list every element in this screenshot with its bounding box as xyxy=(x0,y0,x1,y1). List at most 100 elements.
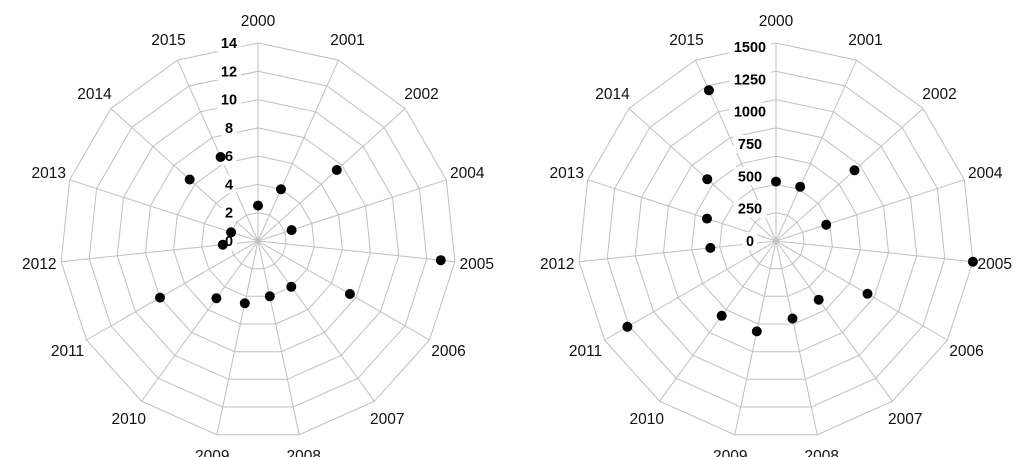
data-point xyxy=(344,289,355,299)
category-label: 2014 xyxy=(77,86,112,103)
grid-ring xyxy=(691,155,861,325)
grid-ring xyxy=(201,183,315,297)
tick-label-bg xyxy=(217,62,241,81)
spoke xyxy=(734,240,777,435)
grid-ring xyxy=(719,183,833,297)
spoke xyxy=(775,240,948,341)
tick-label: 2 xyxy=(225,206,233,222)
tick-label: 14 xyxy=(221,36,237,52)
category-label: 2011 xyxy=(51,343,84,360)
category-label: 2008 xyxy=(286,448,320,457)
tick-label-bg xyxy=(729,70,771,89)
radar-chart-left: 2000200120022004200520062007200820092010… xyxy=(22,13,494,457)
category-labels: 2000200120022004200520062007200820092010… xyxy=(540,13,1012,457)
data-point xyxy=(771,176,781,187)
category-label: 2006 xyxy=(949,343,983,360)
tick-label-bg xyxy=(221,203,237,222)
tick-label-bg xyxy=(221,118,237,137)
data-point xyxy=(716,310,727,321)
data-point xyxy=(239,298,250,309)
grid-ring xyxy=(606,70,946,408)
data-point xyxy=(849,165,860,176)
tick-label-bg xyxy=(729,38,771,56)
data-point xyxy=(967,256,978,267)
tick-label: 1500 xyxy=(734,40,766,56)
data-point xyxy=(215,152,226,162)
category-label: 2004 xyxy=(968,165,1003,182)
spoke xyxy=(775,108,924,242)
spoke xyxy=(775,240,973,263)
category-label: 2012 xyxy=(22,256,56,273)
spoke xyxy=(141,240,259,402)
spoke xyxy=(628,108,777,242)
category-label: 2015 xyxy=(669,32,703,49)
tick-label: 6 xyxy=(225,149,233,165)
data-point xyxy=(705,242,716,253)
category-labels: 2000200120022004200520062007200820092010… xyxy=(22,13,494,457)
spoke xyxy=(216,240,259,435)
spoke xyxy=(257,240,300,435)
grid-ring xyxy=(116,99,400,380)
tick-label: 0 xyxy=(225,234,233,250)
data-point xyxy=(813,294,824,305)
spoke xyxy=(257,179,447,242)
tick-label-bg xyxy=(221,147,237,166)
category-label: 2002 xyxy=(404,86,438,103)
tick-labels: 0 2 4 6 8 10 12 14 xyxy=(217,34,241,250)
spoke xyxy=(775,240,818,435)
tick-label-bg xyxy=(733,167,767,186)
data-point xyxy=(622,321,633,332)
category-label: 2001 xyxy=(848,32,882,49)
data-point xyxy=(253,200,263,211)
category-label: 2015 xyxy=(151,32,185,49)
category-label: 2001 xyxy=(330,32,364,49)
category-label: 2010 xyxy=(629,411,664,428)
grid xyxy=(60,42,456,436)
data-point xyxy=(787,313,798,324)
category-label: 2005 xyxy=(978,256,1012,273)
category-label: 2007 xyxy=(370,411,404,428)
radar-chart-right: 2000 2001 2002 2004 2005 2006 2007 2008 2009 2010… xyxy=(540,13,1012,457)
spoke xyxy=(604,240,777,341)
grid-ring xyxy=(578,42,974,436)
category-label: 2007 xyxy=(888,411,922,428)
category-label: 2013 xyxy=(550,165,584,182)
spoke xyxy=(257,59,339,242)
data-point xyxy=(821,219,832,230)
category-label: 2006 xyxy=(431,343,465,360)
tick-label-bg xyxy=(733,135,767,153)
spoke xyxy=(177,59,259,242)
data-point xyxy=(155,292,165,303)
data-points xyxy=(622,85,978,337)
spoke xyxy=(86,240,259,341)
grid-ring xyxy=(144,127,372,353)
tick-label: 12 xyxy=(221,64,237,80)
tick-label-bg xyxy=(733,199,767,218)
category-label: 2010 xyxy=(111,411,146,428)
tick-label-bg xyxy=(217,90,241,109)
category-label: 2002 xyxy=(922,86,956,103)
spoke xyxy=(257,240,455,263)
tick-label-bg xyxy=(221,175,237,194)
grid-ring xyxy=(88,70,428,408)
tick-label: 500 xyxy=(738,169,762,185)
spoke xyxy=(775,59,857,242)
tick-labels: 0 250 500 750 1000 1250 1500 xyxy=(729,38,771,250)
spoke xyxy=(257,240,375,402)
tick-label: 1000 xyxy=(734,105,766,121)
tick-label-bg xyxy=(729,102,771,121)
tick-label: 4 xyxy=(225,177,233,193)
data-point xyxy=(331,165,342,175)
grid-ring xyxy=(60,42,456,436)
category-label: 2004 xyxy=(450,165,485,182)
grid-ring xyxy=(747,212,805,270)
tick-label: 1250 xyxy=(734,72,766,88)
data-point xyxy=(184,174,195,185)
category-label: 2000 xyxy=(241,13,276,30)
data-point xyxy=(795,181,806,192)
category-label: 2009 xyxy=(195,448,229,457)
data-point xyxy=(702,213,712,224)
data-point xyxy=(703,85,714,96)
category-label: 2014 xyxy=(595,86,630,103)
tick-label-bg xyxy=(217,34,241,52)
